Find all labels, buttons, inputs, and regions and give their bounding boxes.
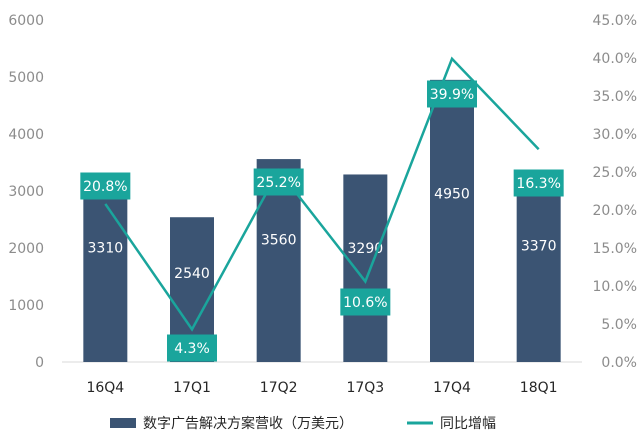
right-tick-label: 35.0% [593, 89, 637, 105]
growth-labels: 20.8% 4.3% 25.2% 10.6% 39.9% 16.3% [80, 80, 564, 362]
right-tick-label: 5.0% [601, 317, 637, 333]
growth-label-box [340, 288, 391, 316]
growth-label-box [513, 169, 564, 197]
left-tick-label: 0 [35, 355, 44, 371]
growth-label-box [427, 80, 477, 108]
right-tick-label: 25.0% [593, 165, 637, 181]
bar [516, 169, 561, 362]
category-label: 17Q4 [433, 380, 471, 396]
growth-label: 39.9% [430, 87, 474, 103]
right-tick-label: 15.0% [593, 241, 637, 257]
left-tick-label: 1000 [8, 298, 44, 314]
right-y-axis: 0.0% 5.0% 10.0% 15.0% 20.0% 25.0% 30.0% 35.0% 40… [593, 13, 637, 371]
bar-value-label: 3290 [348, 241, 384, 257]
bar [83, 173, 128, 362]
left-tick-label: 2000 [8, 241, 44, 257]
legend-bar-label: 数字广告解决方案营收（万美元） [143, 415, 353, 432]
bar-series: 3310 2540 3560 3290 4950 3370 [83, 79, 561, 362]
right-tick-label: 45.0% [593, 13, 637, 29]
growth-label-box [253, 168, 304, 196]
bar-value-label: 3370 [521, 239, 557, 255]
right-tick-label: 0.0% [601, 355, 637, 371]
left-tick-label: 5000 [8, 70, 44, 86]
right-tick-label: 20.0% [593, 203, 637, 219]
category-label: 17Q3 [346, 380, 384, 396]
legend: 数字广告解决方案营收（万美元） 同比增幅 [110, 415, 496, 432]
growth-label: 4.3% [174, 341, 210, 357]
bar [430, 79, 474, 362]
growth-label: 10.6% [343, 295, 387, 311]
growth-label: 16.3% [516, 176, 560, 192]
growth-label: 25.2% [256, 175, 300, 191]
x-axis-categories: 16Q4 17Q1 17Q2 17Q3 17Q4 18Q1 [86, 380, 557, 396]
bar-value-label: 4950 [434, 186, 470, 202]
right-tick-label: 30.0% [593, 127, 637, 143]
growth-line [104, 56, 540, 332]
growth-label: 20.8% [83, 179, 127, 195]
right-tick-label: 40.0% [593, 51, 637, 67]
growth-label-box [80, 172, 131, 200]
left-tick-label: 6000 [8, 13, 44, 29]
left-y-axis: 0 1000 2000 3000 4000 5000 6000 [8, 13, 44, 371]
right-tick-label: 10.0% [593, 279, 637, 295]
legend-line-label: 同比增幅 [440, 416, 496, 432]
bar-value-label: 2540 [174, 266, 210, 282]
left-tick-label: 4000 [8, 127, 44, 143]
category-label: 16Q4 [86, 380, 124, 396]
growth-label-box [167, 334, 217, 362]
left-tick-label: 3000 [8, 184, 44, 200]
bar-value-label: 3560 [261, 232, 297, 248]
category-label: 17Q1 [173, 380, 211, 396]
bar-value-label: 3310 [88, 241, 124, 257]
bar [343, 174, 388, 362]
category-label: 17Q2 [260, 380, 298, 396]
category-label: 18Q1 [520, 380, 558, 396]
legend-bar-swatch [110, 418, 136, 428]
